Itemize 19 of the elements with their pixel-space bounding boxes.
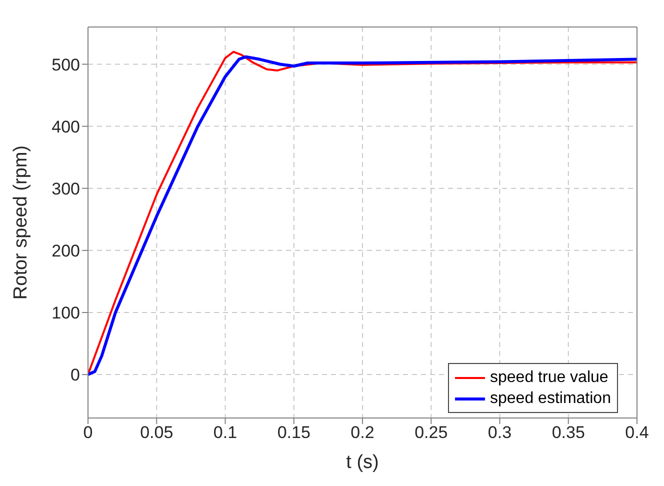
x-tick-label: 0.25 [414,423,448,442]
x-tick-label: 0 [83,423,93,442]
y-tick-label: 100 [52,304,80,323]
y-tick-label: 500 [52,55,80,74]
y-tick-label: 0 [70,366,80,385]
x-tick-label: 0.4 [625,423,649,442]
x-tick-label: 0.3 [488,423,512,442]
x-tick-label: 0.15 [277,423,310,442]
x-axis-title: t (s) [346,452,379,473]
x-tick-label: 0.1 [213,423,238,442]
y-axis-title: Rotor speed (rpm) [10,145,32,300]
x-tick-label: 0.05 [140,423,174,442]
y-tick-label: 200 [52,241,80,260]
y-tick-label: 400 [52,117,80,136]
x-tick-label: 0.35 [552,423,585,442]
legend-label: speed true value [490,368,608,388]
x-tick-label: 0.2 [350,423,374,442]
legend-label: speed estimation [490,389,611,409]
y-tick-label: 300 [52,179,80,198]
